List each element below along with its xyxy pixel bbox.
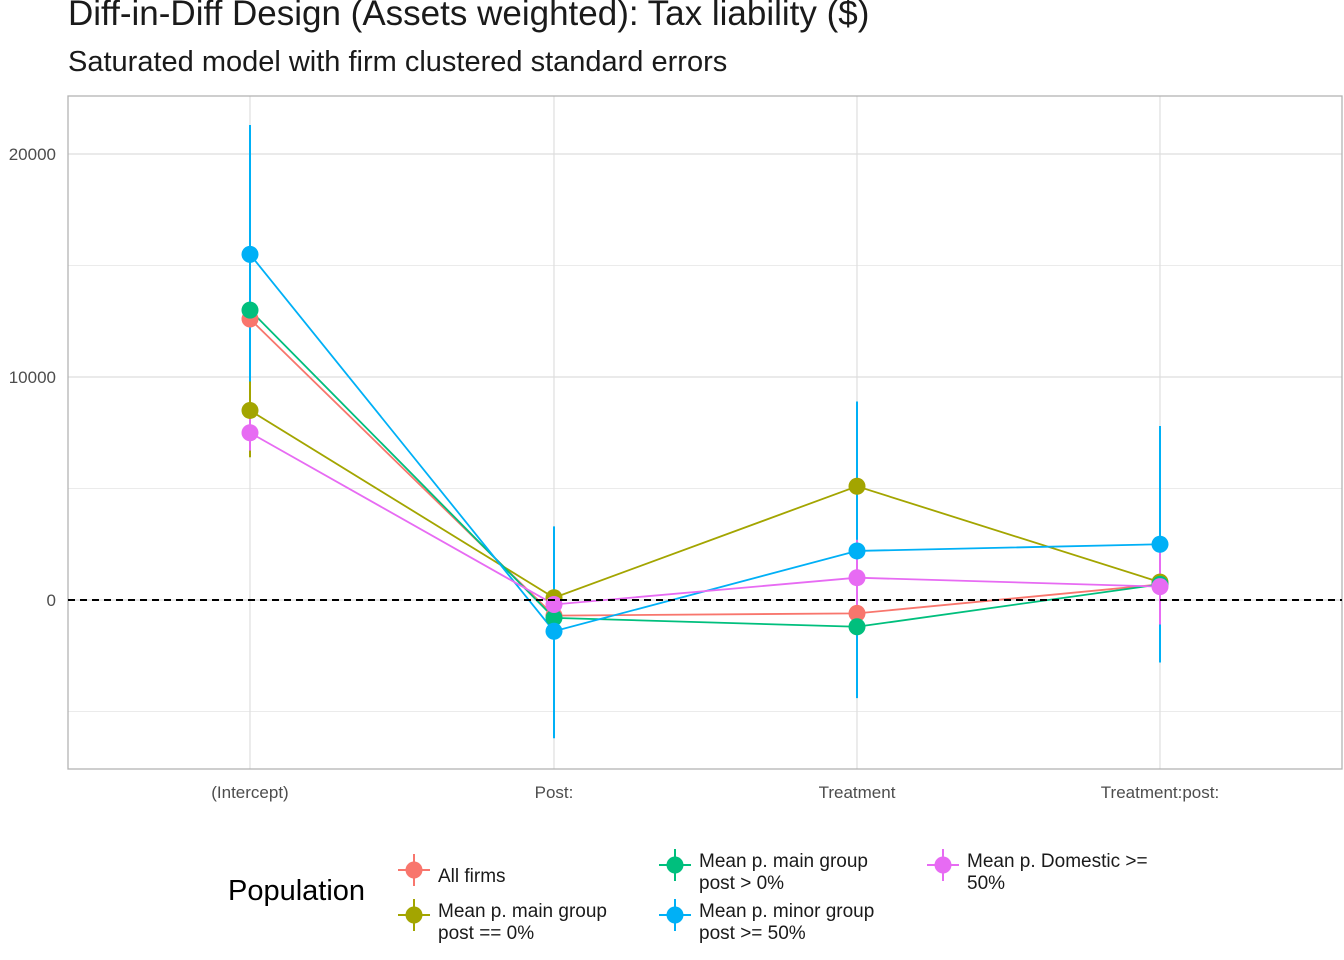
legend-label-line2: post == 0% (438, 923, 535, 944)
legend-title: Population (228, 875, 366, 907)
series-2-line (249, 309, 1161, 628)
series-2-point (241, 301, 259, 319)
series-4-point (241, 424, 259, 442)
chart-title: Diff-in-Diff Design (Assets weighted): T… (68, 0, 870, 33)
series-1-line (249, 409, 1161, 599)
legend-key-marker (925, 847, 961, 883)
series-3-point (848, 542, 866, 560)
panel-border (67, 95, 1343, 770)
legend-label-line1: Mean p. main group (699, 851, 868, 872)
legend-label-line1: Mean p. main group (438, 901, 607, 922)
y-tick-label: 0 (47, 591, 56, 610)
legend-item: Mean p. main group post > 0% (657, 847, 899, 895)
series-1-point (241, 401, 259, 419)
series-4-point (545, 595, 563, 613)
series-3-point (545, 622, 563, 640)
legend-label-line2: post > 0% (699, 873, 785, 894)
series-4-point (1151, 578, 1169, 596)
series-3-point (1151, 535, 1169, 553)
series-1-point (848, 477, 866, 495)
legend-label-line2: post >= 50% (699, 923, 806, 944)
legend: Population All firms Mean p. main group po… (228, 842, 1228, 952)
legend-key-marker (396, 852, 432, 888)
legend-label-line2: 50% (967, 873, 1006, 894)
series-4-line (249, 431, 1161, 606)
series-0-point (848, 604, 866, 622)
legend-label: All firms (438, 866, 638, 888)
x-tick-label: Treatment (819, 783, 896, 802)
legend-item: All firms (396, 852, 638, 888)
chart-subtitle: Saturated model with firm clustered stan… (68, 46, 728, 78)
legend-label-line1: Mean p. Domestic >= (967, 851, 1148, 872)
series-3-line (249, 253, 1161, 633)
legend-key-marker (657, 847, 693, 883)
x-tick-label: (Intercept) (211, 783, 288, 802)
legend-label: Mean p. Domestic >= 50% (967, 851, 1167, 895)
series-4-point (848, 569, 866, 587)
legend-item: Mean p. minor group post >= 50% (657, 897, 899, 945)
series-3-point (241, 245, 259, 263)
legend-label: Mean p. minor group post >= 50% (699, 901, 899, 945)
series-2-point (545, 609, 563, 627)
legend-item: Mean p. main group post == 0% (396, 897, 638, 945)
legend-label-line1: All firms (438, 866, 506, 887)
legend-label: Mean p. main group post == 0% (438, 901, 638, 945)
x-tick-label: Treatment:post: (1101, 783, 1219, 802)
legend-label: Mean p. main group post > 0% (699, 851, 899, 895)
legend-label-line1: Mean p. minor group (699, 901, 875, 922)
series-0-line (249, 318, 1161, 617)
legend-key-marker (396, 897, 432, 933)
legend-key-marker (657, 897, 693, 933)
x-tick-label: Post: (535, 783, 574, 802)
y-tick-label: 10000 (9, 368, 56, 387)
series-2-point (848, 618, 866, 636)
legend-item: Mean p. Domestic >= 50% (925, 847, 1167, 895)
y-tick-label: 20000 (9, 145, 56, 164)
